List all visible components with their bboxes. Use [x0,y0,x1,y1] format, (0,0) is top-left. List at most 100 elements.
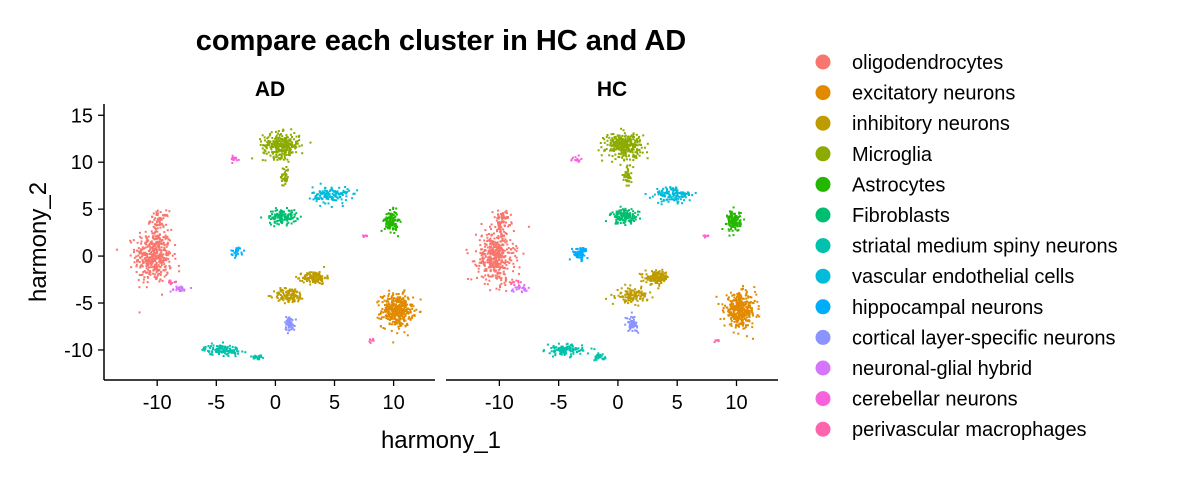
point [282,291,285,294]
point [162,214,164,217]
point [632,210,635,213]
point [150,260,152,263]
point [497,221,499,224]
point [740,321,743,324]
point [642,134,645,137]
point [499,228,502,231]
point [226,345,229,348]
point [410,305,413,308]
point [579,247,582,250]
point [237,252,239,255]
point [630,221,632,224]
point [500,244,503,247]
point [403,320,406,323]
x-tick-label: 5 [672,392,683,414]
point [391,222,394,224]
point [158,246,161,249]
legend-label: inhibitory neurons [852,113,1010,135]
point [226,352,229,355]
point [160,246,163,249]
point [393,306,396,309]
point [276,292,279,294]
point [168,252,171,255]
point [574,156,577,159]
point [284,176,287,179]
point [287,316,290,319]
point [314,273,317,276]
point [149,271,151,273]
point [154,264,157,267]
point [504,217,507,220]
point [177,264,180,267]
point [635,143,637,146]
point [273,215,276,218]
y-tick-label: -10 [64,340,93,362]
point [162,259,165,262]
point [631,294,634,297]
point [642,279,645,282]
point [270,148,273,151]
point [492,250,495,253]
point [388,292,391,295]
point [742,297,745,300]
point [625,139,628,142]
point [288,328,291,331]
point [391,309,394,311]
point [139,250,142,253]
point [552,355,554,358]
point [268,134,271,137]
point [146,276,149,278]
point [640,280,643,283]
point [280,180,283,182]
point [727,218,730,221]
point [470,278,473,281]
point [157,257,159,260]
point [484,245,486,248]
point [289,321,292,324]
point [640,287,642,290]
point [265,146,268,149]
point [629,291,632,294]
point [730,222,733,225]
point [318,191,321,194]
point [548,352,551,355]
point [721,303,724,306]
point [393,211,396,213]
point [152,266,155,269]
point [723,324,726,327]
point [276,209,279,212]
point [487,251,490,254]
point [225,348,228,351]
point [383,218,386,221]
point [155,262,158,265]
point [154,242,157,245]
point [574,159,577,161]
point [566,342,569,345]
legend-label: Microglia [852,144,933,166]
point [629,135,632,138]
point [613,297,616,299]
point [616,216,618,219]
point [289,133,292,136]
point [504,284,507,287]
point [158,260,161,263]
point [369,338,371,341]
point [654,281,657,284]
point [493,216,496,219]
point [394,225,396,228]
point [309,276,312,279]
point [739,225,742,228]
point [714,339,717,342]
point [146,259,149,262]
point [397,321,400,324]
point [739,317,741,320]
point [159,258,162,261]
point [686,191,689,194]
point [736,225,739,228]
point [653,193,656,196]
point [617,145,619,148]
point [736,312,739,315]
point [577,347,580,350]
point [406,324,409,327]
point [732,221,735,224]
